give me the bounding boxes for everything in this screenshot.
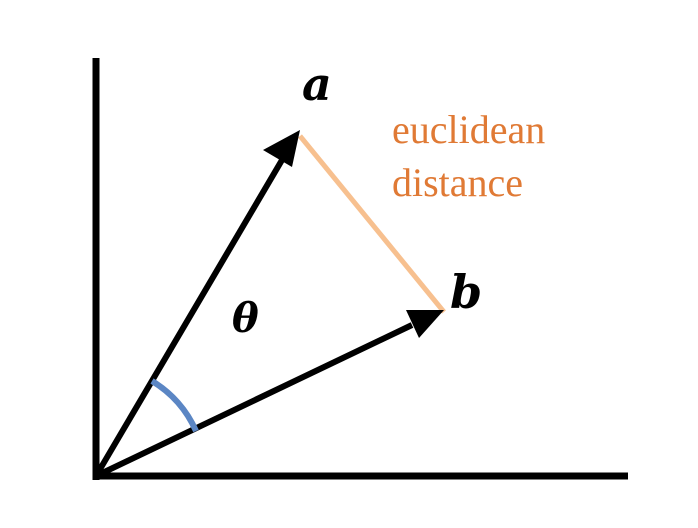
vector-a-arrowhead [263,130,300,167]
angle-theta-label: θ [232,295,259,342]
vector-b-label: b [450,265,482,319]
euclidean-distance-line [298,134,446,314]
angle-arc [150,378,199,433]
vector-a-label: a [302,57,332,111]
vector-b-arrowhead [406,310,444,338]
vector-b-shaft [94,322,414,479]
vector-a-shaft [93,158,285,478]
euclidean-label-line1: euclidean [392,107,545,152]
euclidean-label-line2: distance [392,160,523,205]
